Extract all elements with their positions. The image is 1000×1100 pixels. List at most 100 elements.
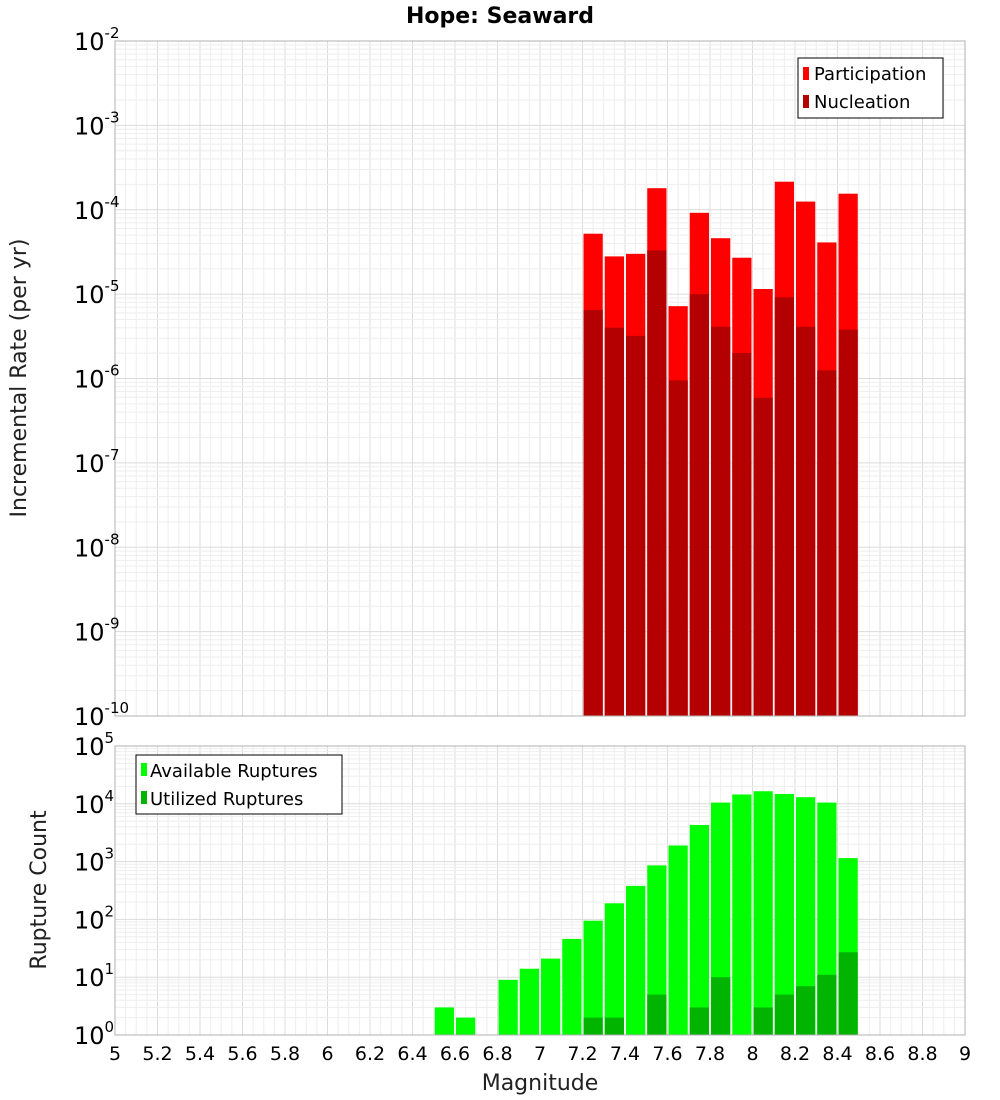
utilized-bar — [753, 1007, 773, 1035]
chart-title: Hope: Seaward — [406, 4, 594, 29]
rupture-legend: Available Ruptures Utilized Ruptures — [135, 754, 343, 815]
y-tick-label: 10-2 — [74, 24, 120, 56]
nucleation-bar — [732, 353, 752, 716]
available-legend-swatch — [141, 763, 147, 776]
available-bar — [498, 979, 518, 1035]
y-tick-label: 105 — [74, 729, 114, 761]
rupture-y-axis-label: Rupture Count — [27, 810, 52, 970]
rate-grid — [114, 40, 966, 717]
nucleation-bar — [774, 297, 794, 716]
nucleation-bar — [689, 294, 709, 716]
y-tick-label: 103 — [74, 845, 114, 877]
available-bar — [774, 793, 794, 1035]
available-bar — [604, 903, 624, 1035]
x-tick-label: 6 — [321, 1043, 333, 1065]
available-bar — [732, 794, 752, 1035]
x-axis-label: Magnitude — [482, 1071, 599, 1096]
available-bar — [689, 824, 709, 1035]
nucleation-bar — [753, 397, 773, 716]
nucleation-bar — [668, 380, 688, 716]
x-tick-label: 5.2 — [142, 1043, 172, 1065]
rate-y-ticks: 10-10 10-9 10-8 10-7 10-6 10-5 10-4 10-3 10-2 — [74, 24, 129, 731]
x-tick-label: 5.8 — [270, 1043, 300, 1065]
available-bar — [583, 920, 603, 1035]
available-bar — [711, 802, 731, 1035]
utilized-bar — [689, 1007, 709, 1035]
utilized-bar — [604, 1017, 624, 1035]
nucleation-bar — [711, 326, 731, 716]
nucleation-bar — [583, 309, 603, 716]
nucleation-bar — [796, 326, 816, 716]
rupture-count-panel: 100 101 102 103 104 105 5 5.2 5.4 5.6 5.8 6 6.2 6.4 6… — [27, 729, 971, 1096]
utilized-legend-label: Utilized Ruptures — [150, 789, 303, 810]
x-tick-label: 8.4 — [822, 1043, 852, 1065]
available-bar — [626, 885, 646, 1035]
utilized-bar — [796, 986, 816, 1035]
x-tick-label: 6.6 — [440, 1043, 470, 1065]
nucleation-legend-swatch — [803, 95, 809, 108]
y-tick-label: 104 — [74, 787, 114, 819]
rupture-legend-box — [135, 754, 343, 815]
available-bar — [434, 1007, 454, 1035]
rupture-y-ticks: 100 101 102 103 104 105 — [74, 729, 114, 1050]
y-tick-label: 10-6 — [74, 362, 120, 394]
y-tick-label: 10-3 — [74, 108, 120, 140]
rate-legend: Participation Nucleation — [797, 57, 944, 119]
x-tick-label: 6.2 — [355, 1043, 385, 1065]
utilized-legend-swatch — [141, 791, 147, 804]
x-tick-label: 6.8 — [482, 1043, 512, 1065]
magnitude-x-ticks: 5 5.2 5.4 5.6 5.8 6 6.2 6.4 6.6 6.8 7 7.2 7.4 7.6 7.8 8… — [109, 1043, 971, 1065]
rupture-bars — [434, 791, 858, 1035]
available-bar — [456, 1017, 476, 1035]
utilized-bar — [711, 977, 731, 1035]
available-bar — [796, 797, 816, 1035]
utilized-bar — [838, 952, 858, 1035]
x-tick-label: 8.8 — [907, 1043, 937, 1065]
rate-plot-border — [114, 40, 966, 717]
incremental-rate-panel: 10-10 10-9 10-8 10-7 10-6 10-5 10-4 10-3 10-2 In… — [7, 24, 966, 731]
y-tick-label: 10-7 — [74, 446, 120, 478]
available-legend-label: Available Ruptures — [150, 761, 318, 782]
x-tick-label: 7.4 — [610, 1043, 640, 1065]
utilized-bar — [817, 974, 837, 1035]
available-bar — [668, 845, 688, 1035]
y-tick-label: 10-4 — [74, 193, 120, 225]
y-tick-label: 10-10 — [74, 699, 129, 731]
x-tick-label: 8 — [746, 1043, 758, 1065]
y-tick-label: 10-5 — [74, 277, 120, 309]
y-tick-label: 10-8 — [74, 530, 120, 562]
x-tick-label: 6.4 — [397, 1043, 427, 1065]
available-bar — [562, 938, 582, 1035]
available-bar — [519, 968, 539, 1035]
nucleation-bar — [838, 329, 858, 716]
x-tick-label: 7 — [534, 1043, 546, 1065]
x-tick-label: 7.2 — [567, 1043, 597, 1065]
rate-legend-box — [797, 57, 944, 119]
nucleation-bar — [647, 250, 667, 717]
available-bar — [647, 865, 667, 1035]
x-tick-label: 5 — [109, 1043, 121, 1065]
participation-legend-label: Participation — [814, 64, 926, 85]
nucleation-bar — [604, 327, 624, 716]
x-tick-label: 5.6 — [227, 1043, 257, 1065]
x-tick-label: 7.8 — [695, 1043, 725, 1065]
y-tick-label: 101 — [74, 960, 114, 992]
y-tick-label: 100 — [74, 1018, 114, 1050]
x-tick-label: 9 — [959, 1043, 971, 1065]
x-tick-label: 8.2 — [780, 1043, 810, 1065]
x-tick-label: 5.4 — [185, 1043, 215, 1065]
y-tick-label: 102 — [74, 902, 114, 934]
rate-bars — [583, 181, 858, 717]
nucleation-bar — [817, 370, 837, 716]
participation-legend-swatch — [803, 67, 809, 80]
x-tick-label: 8.6 — [865, 1043, 895, 1065]
available-bar — [753, 791, 773, 1035]
utilized-bar — [774, 994, 794, 1035]
utilized-bar — [647, 994, 667, 1035]
rate-y-axis-label: Incremental Rate (per yr) — [7, 239, 32, 518]
rupture-plot-border — [114, 745, 966, 1036]
nucleation-legend-label: Nucleation — [814, 92, 910, 113]
x-tick-label: 7.6 — [652, 1043, 682, 1065]
nucleation-bar — [626, 335, 646, 716]
